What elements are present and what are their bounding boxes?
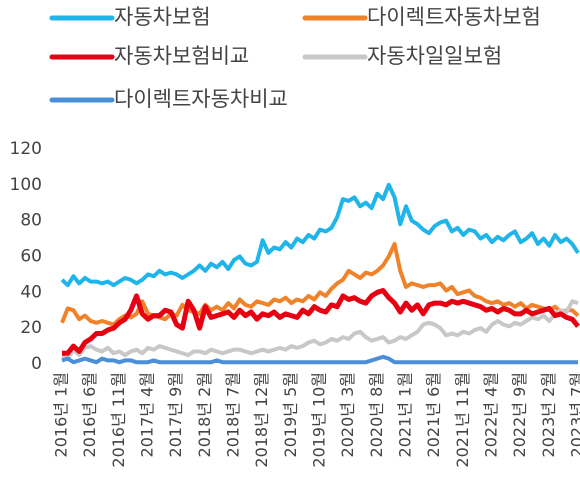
series-line <box>61 299 579 361</box>
series-line <box>60 182 580 288</box>
y-tick-label: 20 <box>20 318 42 338</box>
x-tick-label: 2020년 8월 <box>367 372 386 457</box>
x-tick-label: 2020년 3월 <box>338 372 357 457</box>
x-tick-label: 2021년 11월 <box>453 372 472 468</box>
x-tick-label: 2023년 7월 <box>568 372 580 457</box>
x-tick-label: 2021년 6월 <box>424 372 443 457</box>
x-tick-label: 2021년 1월 <box>396 372 415 457</box>
y-tick-label: 80 <box>20 211 42 231</box>
x-tick-label: 2018년 7월 <box>224 372 243 457</box>
legend-label: 다이렉트자동차비교 <box>114 87 288 111</box>
x-tick-label: 2022년 4월 <box>482 372 501 457</box>
legend-label: 자동차일일보험 <box>367 44 502 68</box>
x-tick-label: 2023년 2월 <box>539 372 558 457</box>
y-tick-label: 0 <box>31 354 42 374</box>
x-tick-label: 2018년 2월 <box>195 372 214 457</box>
x-tick-label: 2016년 11월 <box>109 372 128 468</box>
x-tick-label: 2017년 4월 <box>138 372 157 457</box>
x-tick-label: 2016년 1월 <box>52 372 71 457</box>
y-tick-label: 60 <box>20 246 42 266</box>
y-tick-label: 120 <box>10 139 42 159</box>
x-tick-label: 2016년 6월 <box>80 372 99 457</box>
y-tick-label: 40 <box>20 282 42 302</box>
x-tick-label: 2019년 10월 <box>310 372 329 468</box>
x-tick-label: 2019년 5월 <box>281 372 300 457</box>
legend-label: 자동차보험비교 <box>114 44 249 68</box>
legend-label: 다이렉트자동차보험 <box>367 5 541 29</box>
series-line <box>61 354 578 365</box>
x-tick-label: 2022년 9월 <box>510 372 529 457</box>
y-tick-label: 100 <box>10 175 42 195</box>
series-line <box>62 288 580 356</box>
legend-label: 자동차보험 <box>114 5 211 29</box>
series-line <box>60 241 580 327</box>
x-tick-label: 2017년 9월 <box>166 372 185 457</box>
x-tick-label: 2018년 12월 <box>252 372 271 468</box>
